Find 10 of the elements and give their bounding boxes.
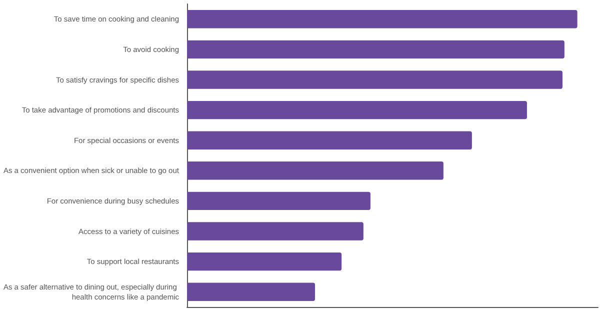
bar xyxy=(187,162,444,180)
bar xyxy=(187,100,527,120)
bar xyxy=(187,282,316,301)
bar xyxy=(187,70,562,89)
bar xyxy=(187,252,342,271)
bar xyxy=(187,40,564,59)
bar xyxy=(187,131,472,150)
bar xyxy=(187,10,578,28)
bar xyxy=(187,222,364,240)
bar xyxy=(187,192,370,210)
